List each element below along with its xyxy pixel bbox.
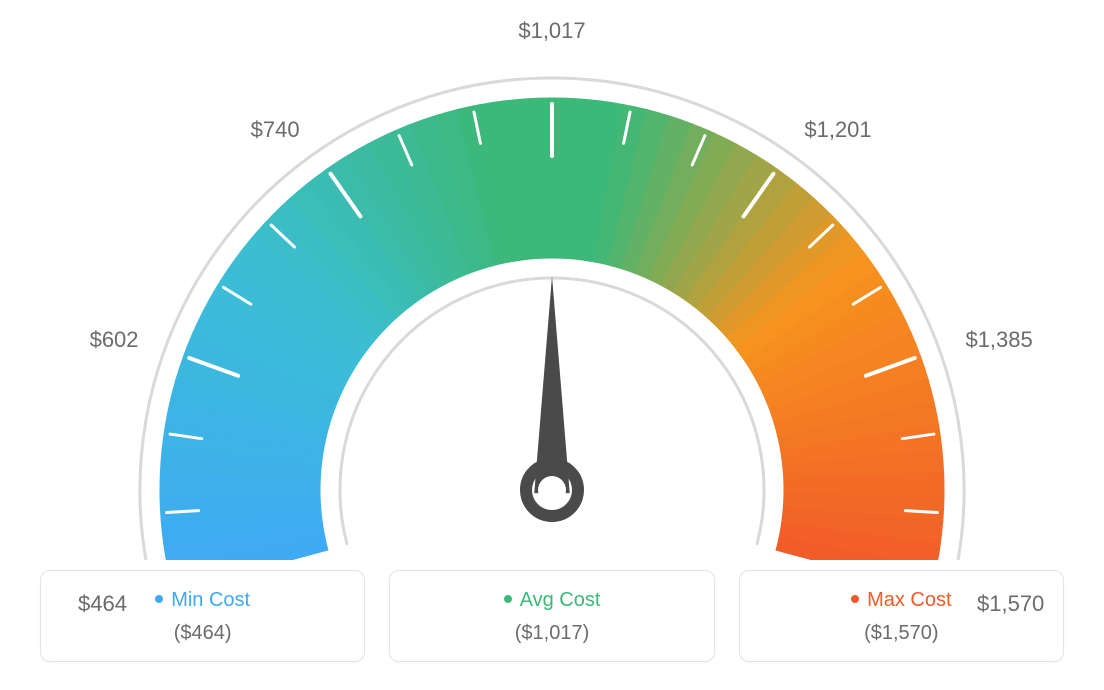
legend-label-min: Min Cost [171,589,250,611]
legend-value-min: ($464) [51,622,354,645]
legend-value-avg: ($1,017) [400,622,703,645]
gauge-area: $464$602$740$1,017$1,201$1,385$1,570 [0,0,1104,560]
tick-label: $740 [251,117,300,143]
dot-icon-min [155,595,163,603]
legend-label-max: Max Cost [867,589,951,611]
legend-card-avg: Avg Cost ($1,017) [389,570,714,662]
cost-gauge-container: $464 $602 $740 $1,017 $1,201 $1,385 $1,570 Min… [0,0,1104,690]
legend-value-max: ($1,570) [750,622,1053,645]
legend-label-avg: Avg Cost [520,589,601,611]
tick-label: $1,017 [518,18,585,44]
tick-label: $1,385 [965,327,1032,353]
tick-label: $1,570 [977,591,1044,617]
tick-label: $602 [90,327,139,353]
dot-icon-avg [504,595,512,603]
gauge-svg [0,0,1104,560]
legend-row: Min Cost ($464) Avg Cost ($1,017) Max Co… [0,560,1104,662]
legend-title-avg: Avg Cost [400,589,703,612]
dot-icon-max [851,595,859,603]
tick-label: $464 [78,591,127,617]
tick-label: $1,201 [804,117,871,143]
